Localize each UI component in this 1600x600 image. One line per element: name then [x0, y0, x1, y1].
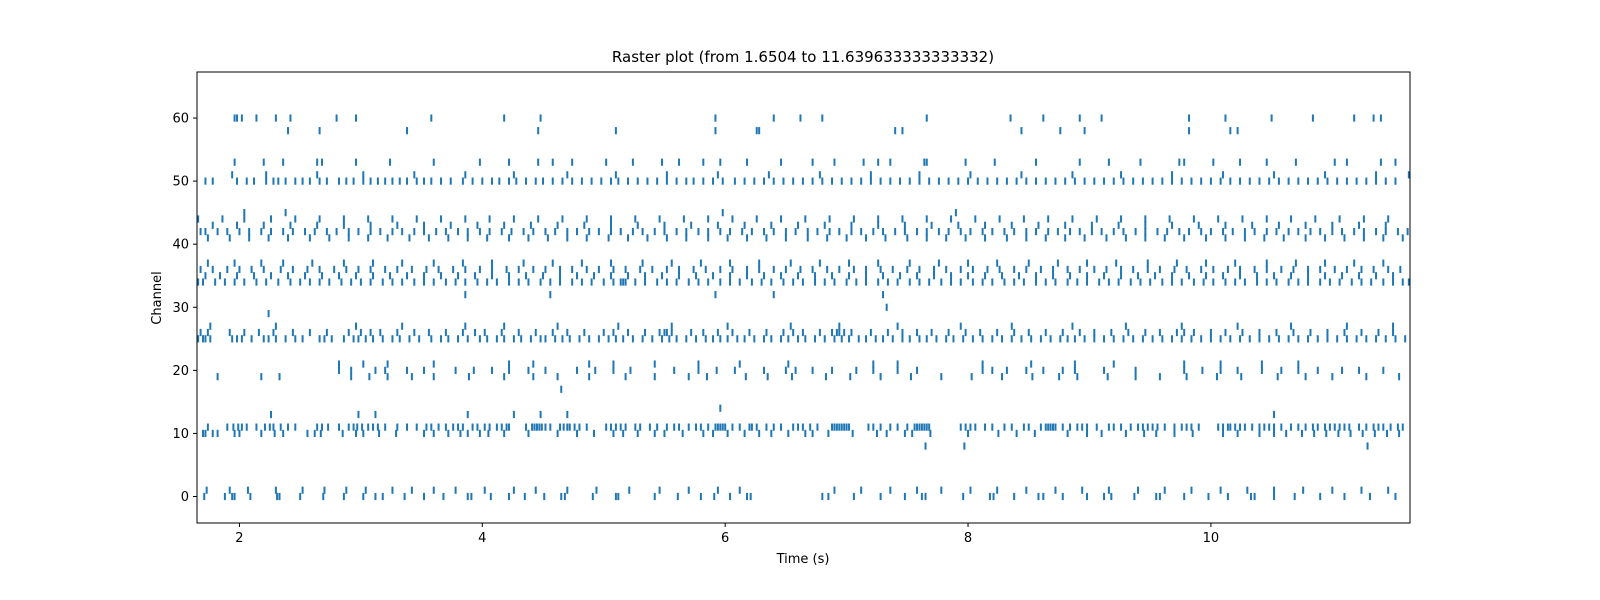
y-tick-label: 20 [172, 364, 189, 379]
spike-row-channel-26 [199, 328, 1395, 337]
spike-markers [197, 114, 1410, 501]
spike-row-channel-50 [204, 177, 1397, 185]
spike-row-channel-37 [206, 259, 1385, 267]
spike-row-channel-20 [338, 366, 1385, 374]
spike-row-channel-45 [243, 209, 957, 217]
spike-row-channel-10 [202, 429, 1401, 438]
x-axis-ticks: 2 4 6 8 10 [235, 523, 1219, 546]
y-tick-label: 30 [172, 301, 189, 316]
spike-row-channel-11 [206, 423, 1404, 431]
spike-row-channel-25 [197, 335, 1407, 343]
spike-row-channel-32 [464, 291, 885, 299]
spike-row-channel-34 [197, 278, 1410, 286]
spike-row-channel-19 [216, 373, 1401, 381]
spike-row-channel-51 [231, 171, 1410, 179]
y-tick-label: 0 [181, 490, 189, 505]
spike-row-channel-8 [924, 442, 1369, 450]
y-tick-label: 10 [172, 427, 189, 442]
spike-row-channel-44 [197, 215, 1390, 223]
spike-row-channel-0 [203, 492, 1397, 501]
spike-row-channel-13 [270, 410, 1276, 419]
y-tick-label: 60 [172, 112, 189, 127]
axes-background [197, 72, 1410, 523]
x-tick-label: 10 [1203, 531, 1220, 546]
y-axis-label: Channel [150, 271, 165, 324]
x-tick-label: 6 [721, 531, 729, 546]
spike-row-channel-35 [204, 272, 1395, 280]
y-tick-label: 50 [172, 175, 189, 190]
chart-title: Raster plot (from 1.6504 to 11.639633333… [612, 48, 994, 66]
x-tick-label: 4 [478, 531, 486, 546]
spike-row-channel-43 [211, 221, 1387, 229]
axes-frame [196, 71, 1411, 524]
y-axis-ticks: 0 10 20 30 40 50 60 [172, 112, 197, 505]
x-tick-label: 2 [235, 531, 243, 546]
spike-row-channel-53 [233, 158, 1397, 166]
spike-row-channel-36 [199, 265, 1402, 274]
spike-row-channel-42 [199, 227, 1409, 236]
spike-row-channel-27 [209, 322, 1395, 330]
spike-row-channel-60 [233, 114, 1382, 122]
x-tick-label: 8 [964, 531, 972, 546]
spike-row-channel-21 [338, 360, 1300, 368]
spike-row-channel-1 [205, 486, 1390, 494]
plot-area: 2 4 6 8 10 0 10 20 30 40 50 60 [172, 71, 1411, 546]
spike-row-channel-41 [206, 234, 1404, 242]
y-tick-label: 40 [172, 238, 189, 253]
spike-row-channel-58 [287, 127, 1239, 135]
x-axis-label: Time (s) [776, 552, 830, 567]
